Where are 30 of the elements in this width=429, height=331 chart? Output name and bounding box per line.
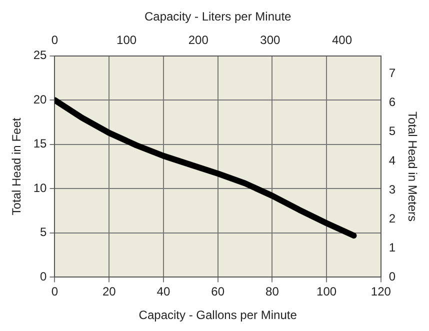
x2-tick-label: 300 xyxy=(260,32,281,47)
x-tick-label: 80 xyxy=(266,284,280,299)
y2-tick-label: 4 xyxy=(388,153,396,168)
y-tick-label: 0 xyxy=(40,270,48,284)
x2-tick-label: 100 xyxy=(116,32,137,47)
y2-axis-title: Total Head in Meters xyxy=(405,111,420,222)
x-tick-label: 60 xyxy=(211,284,225,299)
x-tick-label: 20 xyxy=(102,284,116,299)
y2-tick-label: 5 xyxy=(388,124,396,138)
y-axis-title: Total Head in Feet xyxy=(10,117,24,216)
x-tick-label: 120 xyxy=(370,284,392,299)
x-axis-title: Capacity - Gallons per Minute xyxy=(138,308,298,322)
y2-tick-label: 0 xyxy=(388,270,396,284)
y-tick-label: 20 xyxy=(33,92,48,106)
x-tick-label: 100 xyxy=(316,284,337,299)
y2-tick-label: 1 xyxy=(388,240,396,254)
y-tick-label: 25 xyxy=(33,48,48,62)
x2-tick-label: 200 xyxy=(188,32,209,47)
x-tick-label: 40 xyxy=(156,284,170,299)
y-tick-label: 5 xyxy=(40,225,48,240)
x-tick-label: 0 xyxy=(51,284,58,299)
y-tick-label: 10 xyxy=(33,180,48,195)
x2-tick-label: 0 xyxy=(51,32,58,47)
y2-tick-label: 3 xyxy=(388,182,396,196)
y2-tick-label: 2 xyxy=(388,211,396,226)
x2-axis-title: Capacity - Liters per Minute xyxy=(144,10,292,24)
y-tick-label: 15 xyxy=(33,136,48,151)
x2-tick-label: 400 xyxy=(332,32,352,47)
y2-tick-label: 7 xyxy=(388,66,396,80)
y2-tick-label: 6 xyxy=(388,95,396,110)
